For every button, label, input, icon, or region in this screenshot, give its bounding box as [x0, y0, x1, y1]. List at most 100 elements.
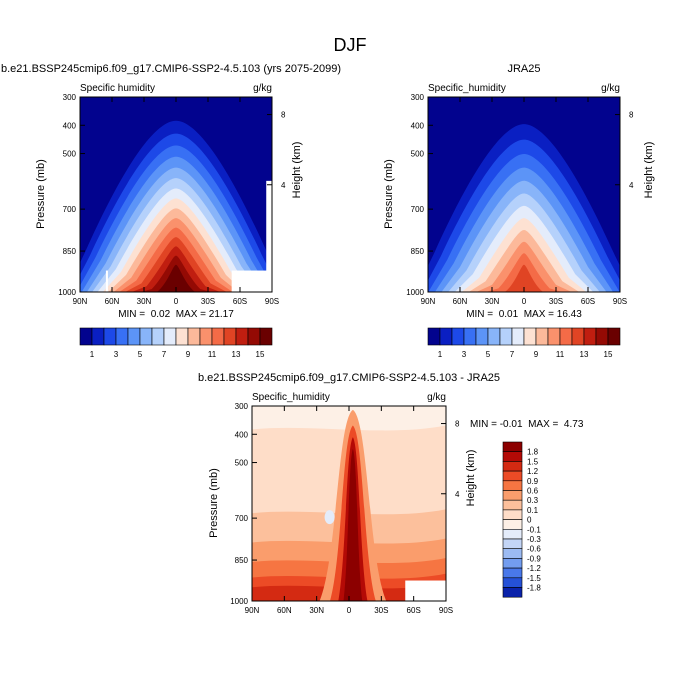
panel-1-y2label: Height (km): [291, 142, 303, 199]
y-tick-label: 1000: [230, 597, 248, 606]
x-tick-label: 30N: [137, 297, 152, 306]
panel-3-colorbar: 1.81.51.20.90.60.30.10-0.1-0.3-0.6-0.9-1…: [502, 441, 541, 598]
colorbar-label: 11: [208, 350, 217, 359]
x-tick-label: 30N: [485, 297, 500, 306]
colorbar-swatch: [559, 327, 573, 346]
x-tick-label: 0: [347, 606, 352, 615]
panel-2-contours: [428, 97, 620, 292]
colorbar-swatch: [502, 528, 523, 540]
colorbar-label: 7: [510, 350, 515, 359]
colorbar-label: -0.6: [527, 545, 541, 554]
topography-mask: [405, 580, 446, 601]
colorbar-swatch: [235, 327, 249, 346]
colorbar-swatch: [502, 577, 523, 588]
colorbar-swatch: [223, 327, 237, 346]
colorbar-swatch: [523, 327, 537, 346]
colorbar-swatch: [502, 490, 523, 501]
topography-mask: [266, 180, 272, 292]
colorbar-swatch: [439, 327, 453, 346]
panel-3-title: b.e21.BSSP245cmip6.f09_g17.CMIP6-SSP2-4.…: [198, 372, 500, 384]
colorbar-label: 5: [486, 350, 491, 359]
colorbar-swatch: [427, 327, 441, 346]
colorbar-swatch: [502, 509, 523, 520]
colorbar-swatch: [115, 327, 129, 346]
panel-3-axes: 90N 60N 30N 0 30S 60S 90S 300 400 500 700 850 1000 8 4: [230, 402, 460, 615]
x-tick-label: 30S: [374, 606, 388, 615]
topography-mask: [231, 270, 272, 292]
x-tick-label: 90N: [421, 297, 436, 306]
colorbar-swatch: [502, 451, 523, 462]
colorbar-swatch: [163, 327, 177, 346]
y2-tick-label: 8: [629, 111, 634, 120]
colorbar-label: 5: [138, 350, 143, 359]
colorbar-label: -1.8: [527, 584, 541, 593]
colorbar-swatch: [502, 587, 523, 598]
colorbar-swatch: [502, 480, 523, 491]
colorbar-swatch: [502, 519, 523, 530]
y-tick-label: 500: [411, 150, 425, 159]
y-tick-label: 400: [235, 430, 249, 439]
colorbar-label: 1: [438, 350, 443, 359]
panel-2-right-label: g/kg: [601, 83, 620, 94]
contour-level: [343, 448, 363, 601]
y-tick-label: 850: [411, 247, 425, 256]
colorbar-label: 15: [256, 350, 265, 359]
y2-tick-label: 4: [281, 181, 286, 190]
colorbar-label: 3: [462, 350, 467, 359]
colorbar-swatch: [535, 327, 549, 346]
colorbar-swatch: [199, 327, 213, 346]
colorbar-label: 15: [604, 350, 613, 359]
colorbar-label: 11: [556, 350, 565, 359]
colorbar-label: 0.1: [527, 506, 539, 515]
x-tick-label: 30S: [549, 297, 563, 306]
panel-1-left-label: Specific humidity: [80, 83, 155, 94]
y2-tick-label: 4: [455, 490, 460, 499]
colorbar-label: 7: [162, 350, 167, 359]
y-tick-label: 850: [63, 247, 77, 256]
y2-tick-label: 8: [455, 420, 460, 429]
y-tick-label: 400: [63, 121, 77, 130]
contour-level: [156, 264, 196, 292]
colorbar-label: -0.9: [527, 554, 541, 563]
colorbar-swatch: [502, 558, 523, 569]
colorbar-label: 13: [232, 350, 241, 359]
colorbar-swatch: [571, 327, 585, 346]
panel-2-title: JRA25: [507, 63, 540, 75]
colorbar-swatch: [502, 499, 523, 511]
x-tick-label: 90N: [73, 297, 88, 306]
colorbar-swatch: [502, 567, 523, 579]
colorbar-swatch: [175, 327, 189, 346]
y-tick-label: 300: [235, 402, 249, 411]
y-tick-label: 1000: [406, 288, 424, 297]
colorbar-swatch: [595, 327, 609, 346]
panel-2-axes: 90N 60N 30N 0 30S 60S 90S 300 400 500 700 850 1000 8 4: [406, 93, 634, 306]
colorbar-label: -0.3: [527, 535, 541, 544]
panel-3-left-label: Specific_humidity: [252, 392, 330, 403]
x-tick-label: 60N: [105, 297, 120, 306]
panel-3-stats: MIN = -0.01 MAX = 4.73: [470, 419, 584, 430]
panel-3-ylabel: Pressure (mb): [208, 468, 220, 538]
colorbar-label: 0.6: [527, 487, 539, 496]
colorbar-swatch: [502, 548, 523, 559]
x-tick-label: 60N: [453, 297, 468, 306]
colorbar-swatch: [547, 327, 561, 346]
y2-tick-label: 8: [281, 111, 286, 120]
colorbar-swatch: [607, 327, 621, 346]
colorbar-swatch: [127, 327, 141, 346]
panel-1-ylabel: Pressure (mb): [35, 159, 47, 229]
figure-title: DJF: [334, 35, 367, 55]
panel-1-title: b.e21.BSSP245cmip6.f09_g17.CMIP6-SSP2-4.…: [1, 63, 341, 75]
y-tick-label: 500: [235, 459, 249, 468]
colorbar-swatch: [511, 327, 525, 346]
panel-2-y2label: Height (km): [643, 142, 655, 199]
panel-3-right-label: g/kg: [427, 392, 446, 403]
colorbar-swatch: [502, 441, 523, 452]
colorbar-label: 9: [534, 350, 539, 359]
x-tick-label: 90S: [439, 606, 453, 615]
colorbar-swatch: [451, 327, 465, 346]
colorbar-label: -1.5: [527, 574, 541, 583]
colorbar-label: 9: [186, 350, 191, 359]
colorbar-swatch: [463, 327, 477, 346]
panel-1-right-label: g/kg: [253, 83, 272, 94]
